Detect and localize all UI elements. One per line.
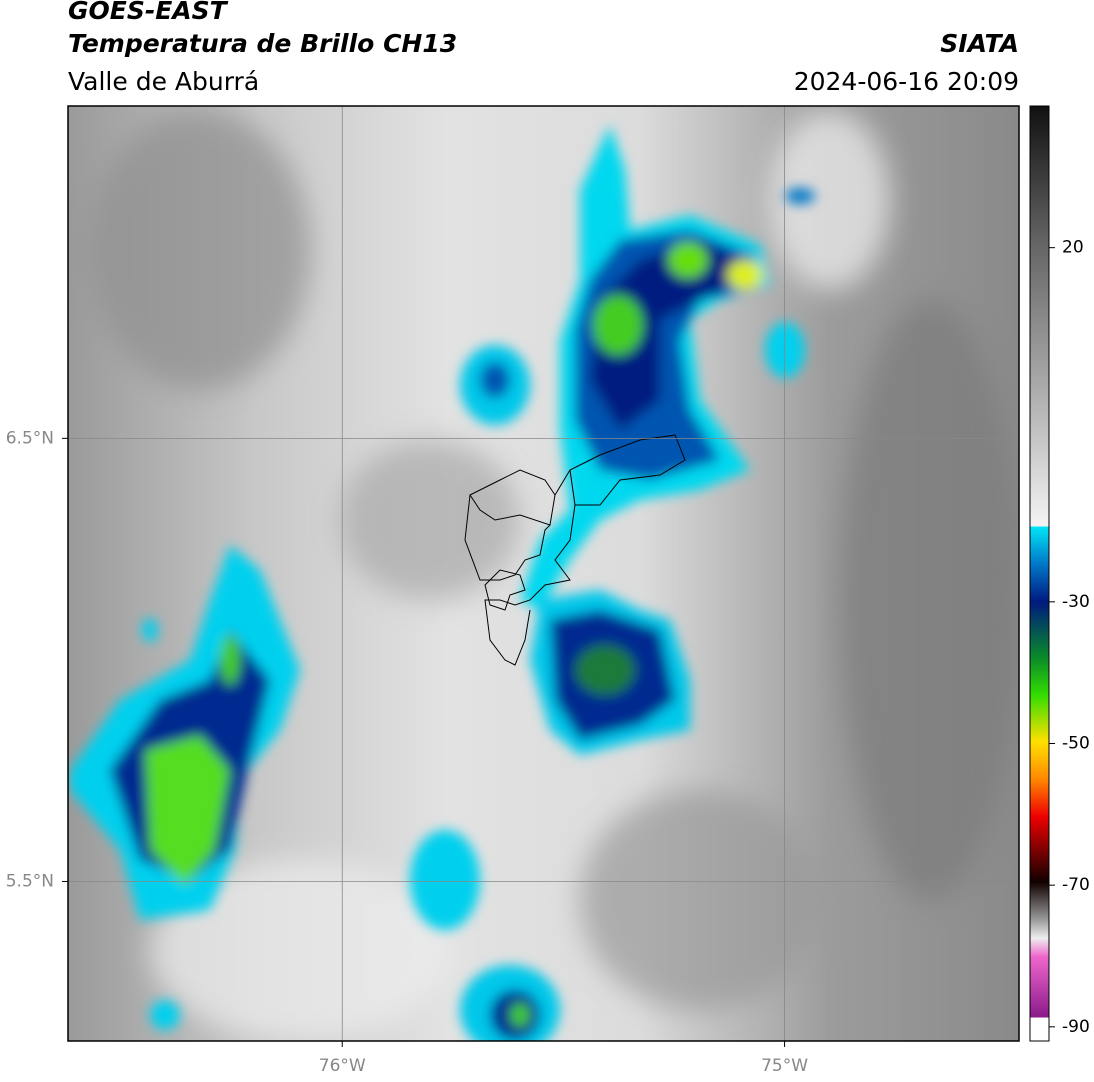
timestamp: 2024-06-16 20:09 — [794, 67, 1019, 96]
grid — [68, 106, 1019, 1041]
title: GOES-EAST — [68, 0, 229, 25]
x-tick-label: 76°W — [319, 1056, 366, 1076]
colorbar-tick-label: 20 — [1062, 238, 1084, 258]
colorbar-tick-label: -90 — [1062, 1017, 1090, 1037]
y-tick-label: 5.5°N — [6, 871, 54, 891]
x-tick-label: 75°W — [761, 1056, 808, 1076]
region: Valle de Aburrá — [68, 67, 259, 96]
colorbar — [1029, 105, 1050, 1042]
subtitle: Temperatura de Brillo CH13 — [68, 29, 457, 58]
satellite-image — [68, 106, 1019, 1041]
colorbar-tick-label: -50 — [1062, 734, 1090, 754]
colorbar-tick-label: -30 — [1062, 592, 1090, 612]
y-tick-label: 6.5°N — [6, 428, 54, 448]
source: SIATA — [940, 29, 1019, 58]
colorbar-tick-label: -70 — [1062, 875, 1090, 895]
map-frame — [67, 105, 1020, 1042]
